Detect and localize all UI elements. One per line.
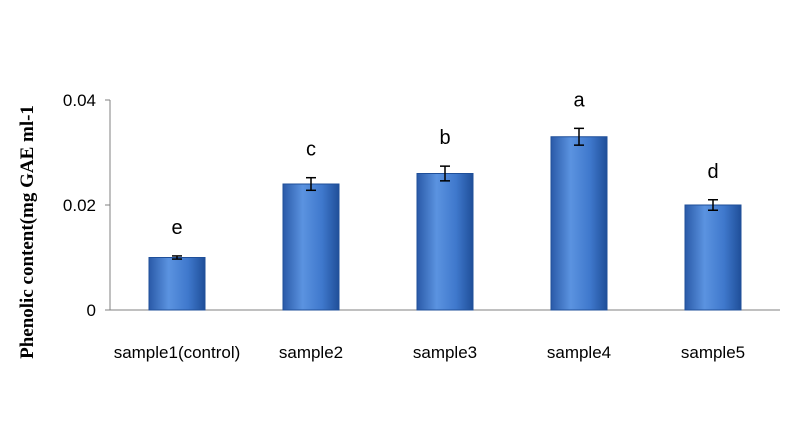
error-bar-1 (172, 255, 182, 260)
y-tick-label: 0.02 (63, 196, 96, 215)
significance-label: d (707, 161, 718, 183)
significance-label: b (439, 127, 450, 149)
significance-label: e (171, 217, 182, 239)
significance-label: a (573, 89, 585, 111)
x-tick-label: sample4 (547, 343, 611, 362)
bar-1 (148, 257, 206, 311)
y-tick-label: 0.04 (63, 91, 96, 110)
y-tick-label: 0 (87, 301, 96, 320)
bars: e c b a d (148, 89, 742, 311)
error-bar-2 (306, 176, 316, 192)
error-bar-5 (708, 199, 718, 211)
bar-5 (684, 204, 742, 311)
x-tick-labels: sample1(control) sample2 sample3 sample4 sam… (114, 343, 745, 362)
bar-3 (416, 173, 474, 311)
error-bar-3 (440, 165, 450, 182)
y-ticks: 0 0.02 0.04 (63, 91, 110, 320)
bar-4 (550, 136, 608, 311)
bar-2 (282, 183, 340, 311)
x-tick-label: sample5 (681, 343, 745, 362)
y-axis-label: Phenolic content(mg GAE ml-1 (17, 105, 38, 359)
significance-label: c (306, 139, 316, 161)
x-tick-label: sample1(control) (114, 343, 241, 362)
y-axis-label-group: Phenolic content(mg GAE ml-1 (17, 105, 38, 359)
x-tick-label: sample3 (413, 343, 477, 362)
x-tick-label: sample2 (279, 343, 343, 362)
error-bar-4 (574, 127, 584, 146)
